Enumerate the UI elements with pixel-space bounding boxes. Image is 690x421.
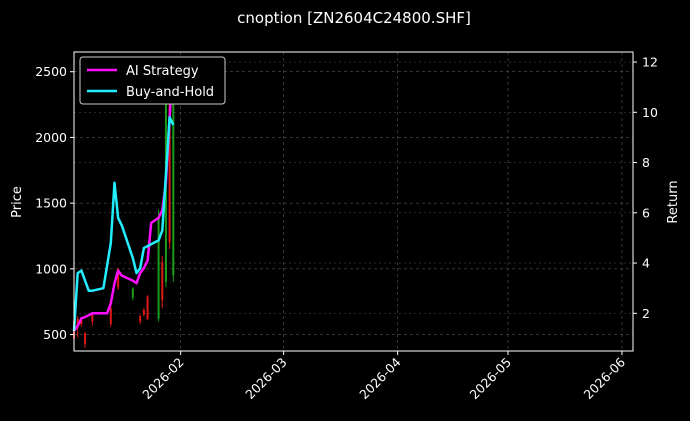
candle-body bbox=[146, 296, 149, 319]
y-right-tick-label: 10 bbox=[642, 105, 658, 120]
legend-label-buy-and-hold: Buy-and-Hold bbox=[126, 85, 214, 100]
line-layer bbox=[72, 59, 175, 332]
y-axis-right-label: Return bbox=[666, 180, 681, 223]
candle-body bbox=[109, 308, 112, 325]
legend-label-ai-strategy: AI Strategy bbox=[126, 64, 199, 79]
candle-body bbox=[142, 309, 145, 315]
y-left-tick-label: 500 bbox=[43, 327, 67, 342]
series-line-ai-strategy bbox=[72, 59, 175, 332]
y-left-tick-label: 1500 bbox=[35, 196, 67, 211]
candle-body bbox=[91, 314, 94, 322]
y-right-tick-label: 8 bbox=[642, 155, 650, 170]
y-left-tick-label: 1000 bbox=[35, 261, 67, 276]
candle-body bbox=[84, 333, 87, 344]
candle-body bbox=[161, 262, 164, 301]
candle-body bbox=[117, 268, 120, 288]
plot-frame bbox=[73, 51, 634, 352]
y-right-tick-label: 6 bbox=[642, 205, 650, 220]
series-line-buy-and-hold bbox=[72, 116, 175, 331]
candle-body bbox=[80, 320, 83, 325]
candle-body bbox=[139, 316, 142, 322]
y-right-tick-label: 2 bbox=[642, 306, 650, 321]
y-right-tick-label: 12 bbox=[642, 55, 658, 70]
y-left-tick-label: 2500 bbox=[35, 64, 67, 79]
candle-body bbox=[172, 104, 175, 276]
y-axis-left-label: Price bbox=[10, 186, 25, 218]
candle-body bbox=[157, 216, 160, 319]
y-left-tick-label: 2000 bbox=[35, 130, 67, 145]
y-right-tick-label: 4 bbox=[642, 256, 650, 271]
legend: AI Strategy Buy-and-Hold bbox=[79, 56, 226, 105]
chart-title: cnoption [ZN2604C24800.SHF] bbox=[237, 9, 471, 27]
candle-body bbox=[76, 318, 79, 327]
candle-body bbox=[131, 288, 134, 298]
candle-body bbox=[168, 71, 171, 243]
